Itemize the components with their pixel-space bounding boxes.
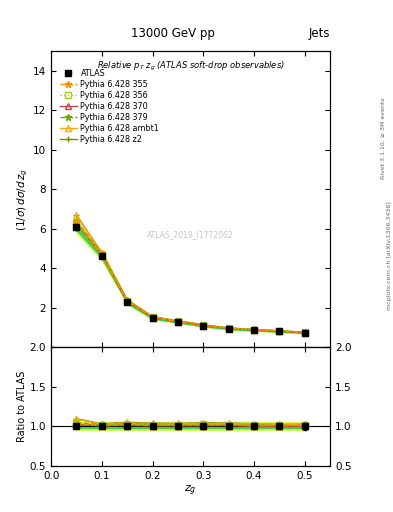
Pythia 6.428 ambt1 <box>99 250 104 256</box>
Pythia 6.428 z2 <box>125 296 130 303</box>
Pythia 6.428 355 <box>277 328 282 334</box>
Pythia 6.428 355 <box>150 314 155 321</box>
Pythia 6.428 379 <box>277 328 282 334</box>
Pythia 6.428 z2 <box>252 326 256 332</box>
Text: mcplots.cern.ch [arXiv:1306.3436]: mcplots.cern.ch [arXiv:1306.3436] <box>387 202 391 310</box>
Line: Pythia 6.428 z2: Pythia 6.428 z2 <box>73 211 308 336</box>
Text: Relative $p_T$ $z_g$ (ATLAS soft-drop observables): Relative $p_T$ $z_g$ (ATLAS soft-drop ob… <box>97 60 285 73</box>
Pythia 6.428 356 <box>125 297 130 304</box>
Y-axis label: Ratio to ATLAS: Ratio to ATLAS <box>17 371 27 442</box>
Pythia 6.428 z2 <box>226 325 231 331</box>
Pythia 6.428 z2 <box>277 328 282 334</box>
Pythia 6.428 370 <box>150 314 155 321</box>
Pythia 6.428 370 <box>226 326 231 332</box>
Pythia 6.428 379 <box>226 325 231 331</box>
Line: Pythia 6.428 ambt1: Pythia 6.428 ambt1 <box>73 214 308 335</box>
Pythia 6.428 379 <box>125 297 130 304</box>
Pythia 6.428 356 <box>176 318 180 324</box>
Line: Pythia 6.428 370: Pythia 6.428 370 <box>73 221 308 335</box>
Line: Pythia 6.428 356: Pythia 6.428 356 <box>73 219 308 335</box>
Line: Pythia 6.428 355: Pythia 6.428 355 <box>73 220 308 336</box>
Pythia 6.428 z2 <box>201 322 206 328</box>
Pythia 6.428 370 <box>201 323 206 329</box>
Pythia 6.428 356 <box>201 322 206 328</box>
Pythia 6.428 z2 <box>150 313 155 319</box>
Pythia 6.428 379 <box>252 327 256 333</box>
Pythia 6.428 ambt1 <box>302 329 307 335</box>
Pythia 6.428 355 <box>226 325 231 331</box>
Pythia 6.428 355 <box>302 329 307 335</box>
Pythia 6.428 379 <box>302 329 307 335</box>
Pythia 6.428 356 <box>150 314 155 321</box>
Pythia 6.428 356 <box>302 329 307 335</box>
Legend: ATLAS, Pythia 6.428 355, Pythia 6.428 356, Pythia 6.428 370, Pythia 6.428 379, P: ATLAS, Pythia 6.428 355, Pythia 6.428 35… <box>58 67 161 145</box>
Pythia 6.428 379 <box>74 218 79 224</box>
Pythia 6.428 355 <box>125 298 130 304</box>
Pythia 6.428 379 <box>201 322 206 328</box>
Pythia 6.428 z2 <box>176 317 180 324</box>
Pythia 6.428 379 <box>99 250 104 257</box>
Pythia 6.428 356 <box>277 328 282 334</box>
Pythia 6.428 ambt1 <box>277 328 282 334</box>
X-axis label: $z_g$: $z_g$ <box>184 483 197 498</box>
Pythia 6.428 z2 <box>302 329 307 335</box>
Pythia 6.428 370 <box>176 318 180 325</box>
Pythia 6.428 370 <box>125 298 130 305</box>
Text: 13000 GeV pp: 13000 GeV pp <box>131 27 215 40</box>
Pythia 6.428 355 <box>176 318 180 325</box>
Pythia 6.428 ambt1 <box>74 213 79 219</box>
Pythia 6.428 370 <box>99 252 104 258</box>
Pythia 6.428 355 <box>252 327 256 333</box>
Pythia 6.428 355 <box>74 220 79 226</box>
Pythia 6.428 379 <box>150 314 155 320</box>
Pythia 6.428 ambt1 <box>150 314 155 320</box>
Pythia 6.428 379 <box>176 318 180 324</box>
Pythia 6.428 356 <box>74 219 79 225</box>
Text: ATLAS_2019_I1772062: ATLAS_2019_I1772062 <box>147 230 234 240</box>
Y-axis label: $(1/\sigma)\,d\sigma/d\,z_g$: $(1/\sigma)\,d\sigma/d\,z_g$ <box>16 168 30 231</box>
Pythia 6.428 ambt1 <box>226 325 231 331</box>
Pythia 6.428 370 <box>252 327 256 333</box>
Pythia 6.428 370 <box>74 221 79 227</box>
Pythia 6.428 356 <box>99 251 104 258</box>
Pythia 6.428 ambt1 <box>201 322 206 328</box>
Line: Pythia 6.428 379: Pythia 6.428 379 <box>73 218 308 336</box>
Pythia 6.428 ambt1 <box>252 326 256 332</box>
Pythia 6.428 355 <box>99 251 104 258</box>
Pythia 6.428 356 <box>226 325 231 331</box>
Text: Rivet 3.1.10, ≥ 3M events: Rivet 3.1.10, ≥ 3M events <box>381 97 386 179</box>
Pythia 6.428 z2 <box>74 212 79 218</box>
Pythia 6.428 370 <box>302 330 307 336</box>
Pythia 6.428 ambt1 <box>176 318 180 324</box>
Text: Jets: Jets <box>309 27 330 40</box>
Pythia 6.428 355 <box>201 322 206 328</box>
Pythia 6.428 z2 <box>99 249 104 255</box>
Pythia 6.428 ambt1 <box>125 297 130 303</box>
Pythia 6.428 370 <box>277 328 282 334</box>
Pythia 6.428 356 <box>252 327 256 333</box>
